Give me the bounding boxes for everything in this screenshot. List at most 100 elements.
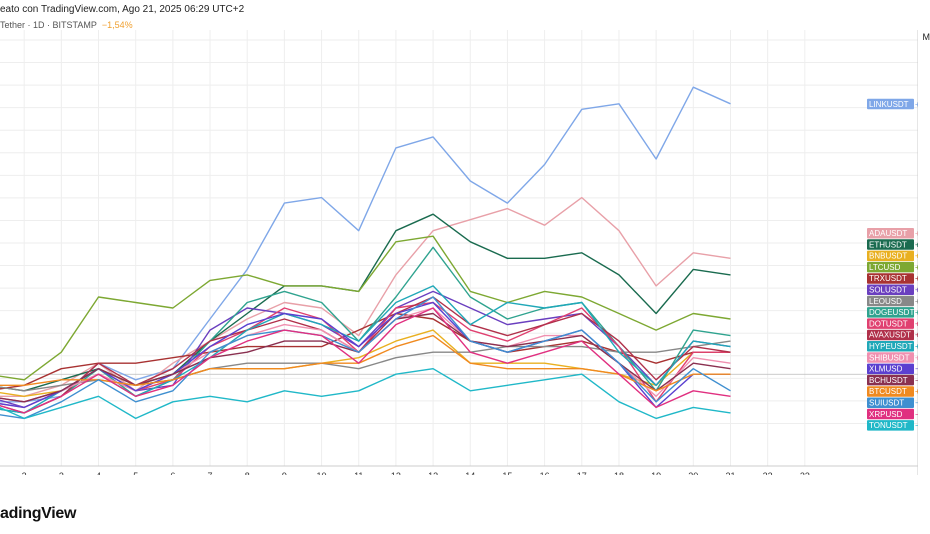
series-badge-xrpusd[interactable]: XRPUSD − [867,408,918,420]
badge-change: +5 [915,100,918,109]
badge-label: BCHUSDT [869,376,908,385]
badge-label: SHIBUSDT [869,353,910,362]
line-chart[interactable]: 605048444036322824201612840-4-8-12234567… [0,30,918,475]
badge-label: AVAXUSDT [869,331,911,340]
x-tick-label: 17 [577,471,587,475]
badge-label: LEOUSD [869,297,902,306]
badge-change: + [915,319,918,328]
scale-tag[interactable]: M [922,32,930,42]
series-line-suiusdt[interactable] [0,296,731,420]
badge-change: − [915,410,918,419]
badge-box [867,239,914,250]
badge-label: TONUSDT [869,421,908,430]
series-line-trxusdt[interactable] [0,312,731,391]
change-text: −1,54% [101,20,133,30]
badge-change: − [915,421,918,430]
badge-change: − [915,365,918,374]
x-tick-label: 10 [317,471,327,475]
series-badge-ltcusd[interactable]: LTCUSD + [867,261,918,273]
series-badge-xlmusd[interactable]: XLMUSD − [867,363,918,375]
x-tick-label: 9 [282,471,287,475]
symbol-legend[interactable]: Tether · 1D · BITSTAMP −1,54% [0,20,133,30]
badge-change: − [915,399,918,408]
x-tick-label: 7 [208,471,213,475]
series-line-xrpusd[interactable] [0,307,731,414]
series-badge-shibusdt[interactable]: SHIBUSDT + [867,352,918,363]
series-line-adausdt[interactable] [0,196,731,397]
badge-box [867,374,914,386]
x-tick-label: 12 [391,471,401,475]
series-badge-linkusdt[interactable]: LINKUSDT +5 [867,98,918,110]
series-badge-leousd[interactable]: LEOUSD + [867,295,918,307]
series-badge-ethusdt[interactable]: ETHUSDT + [867,239,918,250]
badge-label: DOTUSDT [869,319,908,328]
series-line-tonusdt[interactable] [0,368,731,420]
badge-change: + [915,286,918,295]
x-tick-label: 11 [354,471,363,475]
badge-box [867,250,914,262]
badge-box [867,329,914,341]
badge-label: LTCUSD [869,263,901,272]
badge-box [867,98,914,110]
badge-label: SUIUSDT [869,399,904,408]
badge-box [867,408,914,420]
badge-label: XRPUSD [869,410,903,419]
badge-change: + [915,353,918,362]
badge-label: TRXUSDT [869,274,907,283]
badge-box [867,261,914,273]
badge-box [867,386,914,397]
badge-box [867,284,914,295]
badge-box [867,318,914,329]
badge-box [867,273,914,284]
series-badge-solusdt[interactable]: SOLUSDT + [867,284,918,296]
x-tick-label: 4 [96,471,101,475]
created-text: eato con TradingView.com, Ago 21, 2025 0… [0,4,245,15]
badge-label: SOLUSDT [869,286,907,295]
x-tick-label: 22 [763,471,773,475]
series-badge-bchusdt[interactable]: BCHUSDT − [867,374,918,386]
x-tick-label: 23 [800,471,810,475]
chart-panel[interactable]: 605048444036322824201612840-4-8-12234567… [0,30,918,475]
badge-box [867,307,914,318]
series-badge-trxusdt[interactable]: TRXUSDT + [867,273,918,284]
x-tick-label: 14 [465,471,475,475]
badge-change: + [915,297,918,306]
badge-change: + [915,274,918,283]
series-badge-suiusdt[interactable]: SUIUSDT − [867,397,918,409]
series-badge-bnbusdt[interactable]: BNBUSDT + [867,250,918,262]
badge-label: BTCUSDT [869,387,907,396]
badge-label: ETHUSDT [869,240,907,249]
tradingview-logo: adingView [0,505,77,522]
badge-box [867,228,914,239]
series-badge-tonusdt[interactable]: TONUSDT − [867,420,918,431]
badge-change: + [915,387,918,396]
series-badge-dogeusdt[interactable]: DOGEUSDT + [867,307,918,318]
series-badge-dotusdt[interactable]: DOTUSDT + [867,318,918,329]
x-tick-label: 20 [688,471,698,475]
series-line-linkusdt[interactable] [0,86,731,403]
badge-label: ADAUSDT [869,229,907,238]
badge-change: + [915,331,918,340]
series-badge-hypeusdt[interactable]: HYPEUSDT + [867,341,918,352]
badge-change: + [915,252,918,261]
x-tick-label: 16 [540,471,550,475]
badge-change: + [915,240,918,249]
badge-box [867,363,914,375]
badge-label: DOGEUSDT [869,308,914,317]
x-tick-label: 15 [502,471,512,475]
badge-change: + [915,263,918,272]
badge-box [867,420,914,431]
series-line-ltcusd[interactable] [0,235,731,381]
series-badge-btcusdt[interactable]: BTCUSDT + [867,386,918,397]
x-tick-label: 19 [651,471,661,475]
x-tick-label: 21 [725,471,735,475]
series-badge-avaxusdt[interactable]: AVAXUSDT + [867,329,918,341]
badge-box [867,352,914,363]
badge-change: + [915,229,918,238]
series-badge-adausdt[interactable]: ADAUSDT + [867,228,918,239]
series-line-shibusdt[interactable] [0,307,731,409]
badge-change: + [915,308,918,317]
badge-label: LINKUSDT [869,100,909,109]
badge-label: XLMUSD [869,365,903,374]
x-tick-label: 3 [59,471,64,475]
